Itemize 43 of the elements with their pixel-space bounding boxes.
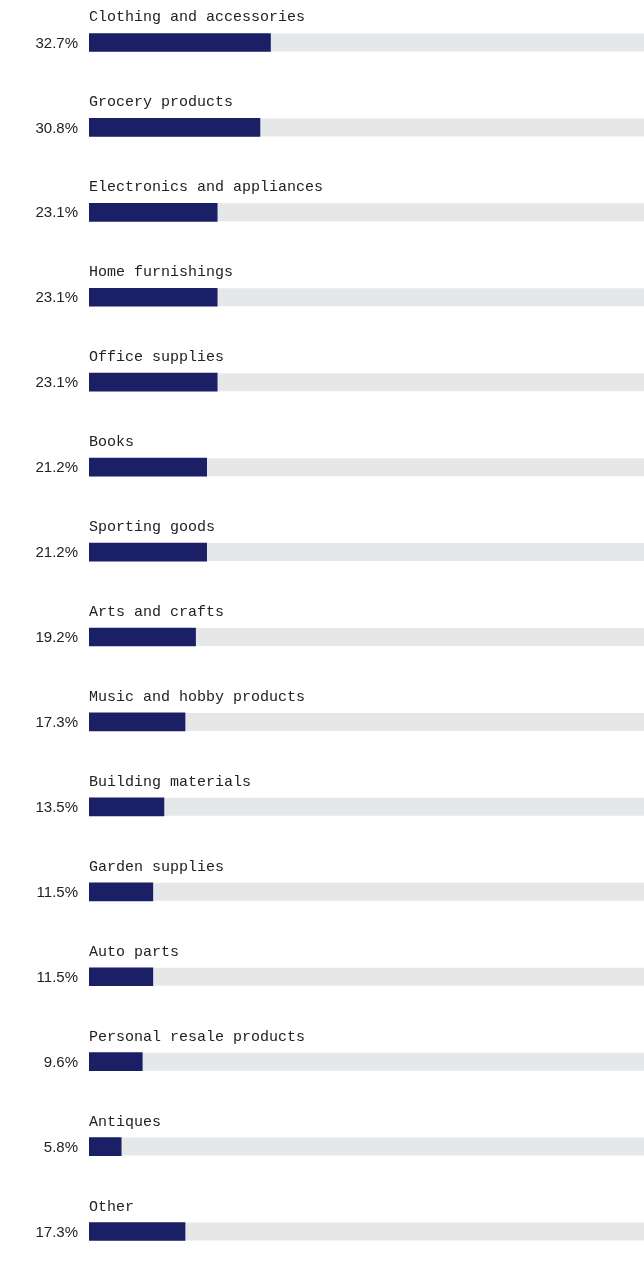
data-label: 13.5% [35,798,78,816]
bar [89,542,207,562]
y-tick-label: Home furnishings [89,264,234,282]
y-tick-label: Building materials [89,773,252,791]
y-tick-label: Antiques [89,1113,162,1131]
bar [89,1137,122,1156]
data-label: 30.8% [35,118,78,136]
y-tick-label: Auto parts [89,943,180,961]
bar [89,287,218,307]
data-label: 17.3% [35,713,78,731]
y-tick-label: Grocery products [89,94,234,112]
bar [89,797,165,817]
data-label: 21.2% [35,543,78,561]
bar [89,372,218,392]
data-label: 11.5% [36,967,78,985]
y-tick-label: Clothing and accessories [89,9,306,27]
bar [89,967,154,987]
bar [89,882,154,902]
y-tick-label: Music and hobby products [89,688,306,706]
data-label: 21.2% [35,458,78,476]
data-label: 5.8% [43,1137,78,1155]
bar [89,1222,186,1241]
y-tick-label: Electronics and appliances [89,179,324,197]
data-label: 9.6% [43,1052,78,1070]
data-label: 17.3% [35,1222,78,1240]
bar [89,1052,143,1071]
y-tick-label: Arts and crafts [89,604,225,621]
data-label: 23.1% [35,373,78,391]
data-label: 23.1% [35,288,78,306]
data-label: 11.5% [36,882,78,900]
y-tick-label: Personal resale products [89,1028,306,1046]
data-label: 32.7% [35,33,78,51]
bar [89,457,207,477]
bar [89,627,196,647]
y-tick-label: Garden supplies [89,858,225,876]
data-label: 23.1% [35,203,78,221]
bar [89,203,218,222]
bar [89,712,186,732]
y-tick-label: Books [89,434,135,452]
y-tick-label: Sporting goods [89,519,216,537]
data-label: 19.2% [35,628,78,646]
y-tick-label: Other [89,1198,135,1216]
y-tick-label: Office supplies [89,349,225,367]
